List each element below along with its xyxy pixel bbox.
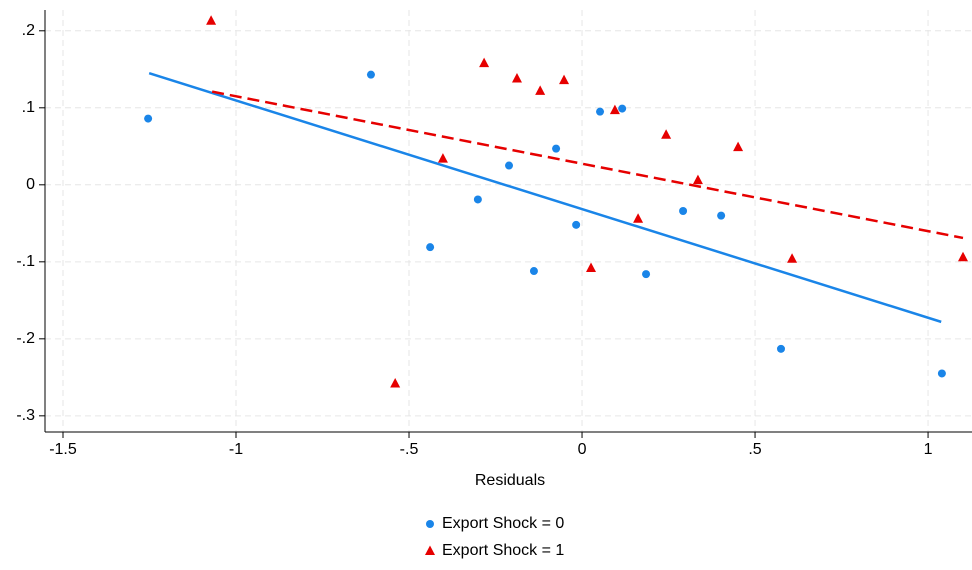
- y-tick-label: .1: [22, 99, 35, 116]
- point: [479, 57, 490, 68]
- legend-marker: [425, 545, 435, 555]
- point: [717, 211, 726, 220]
- legend-marker: [426, 520, 434, 528]
- point: [661, 129, 672, 139]
- y-tick-label: .2: [22, 22, 35, 39]
- y-tick-label: -.3: [16, 407, 35, 424]
- point: [642, 270, 651, 279]
- point: [733, 141, 744, 152]
- point: [572, 220, 581, 229]
- x-tick-label: 0: [578, 441, 587, 458]
- point: [609, 104, 620, 115]
- point: [529, 267, 538, 276]
- point: [206, 15, 217, 25]
- point: [511, 73, 522, 83]
- y-tick-label: -.1: [16, 253, 35, 270]
- point: [586, 262, 597, 272]
- point: [366, 70, 375, 79]
- point: [776, 344, 785, 353]
- point: [559, 74, 570, 85]
- point: [618, 104, 627, 113]
- point: [679, 206, 688, 215]
- fit-line: [211, 90, 964, 240]
- x-tick-label: 1: [924, 441, 933, 458]
- legend-label: Export Shock = 0: [442, 515, 564, 532]
- point: [552, 144, 561, 153]
- point: [390, 377, 401, 388]
- fit-line: [148, 71, 942, 324]
- point: [958, 251, 969, 262]
- point: [787, 253, 798, 263]
- x-tick-label: -.5: [400, 441, 419, 458]
- point: [937, 369, 946, 378]
- point: [535, 85, 546, 95]
- point: [633, 213, 644, 223]
- x-tick-label: -1.5: [49, 441, 77, 458]
- y-tick-label: -.2: [16, 330, 35, 347]
- point: [505, 161, 514, 170]
- x-tick-label: .5: [748, 441, 761, 458]
- point: [596, 107, 605, 116]
- point: [437, 153, 448, 163]
- x-tick-label: -1: [229, 441, 243, 458]
- legend-label: Export Shock = 1: [442, 542, 564, 559]
- point: [426, 243, 435, 252]
- point: [473, 195, 482, 204]
- point: [692, 174, 703, 185]
- point: [144, 114, 153, 123]
- x-axis-label: Residuals: [475, 472, 545, 489]
- y-tick-label: 0: [26, 176, 35, 193]
